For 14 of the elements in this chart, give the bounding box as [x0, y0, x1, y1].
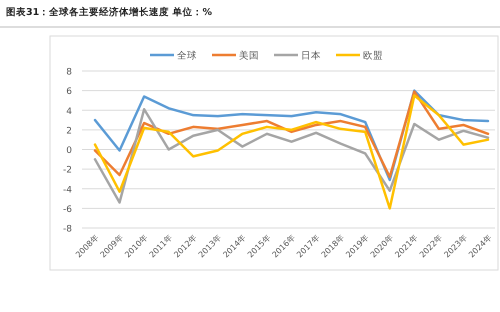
legend-label: 日本	[301, 50, 321, 62]
y-tick-label: 6	[66, 87, 72, 98]
y-tick-label: -8	[63, 224, 72, 234]
y-tick-label: -4	[63, 185, 72, 196]
y-tick-label: 4	[66, 106, 72, 117]
legend-label: 美国	[239, 50, 259, 62]
y-tick-label: -2	[63, 166, 72, 176]
y-tick-label: 2	[66, 126, 72, 136]
y-tick-label: 8	[66, 68, 72, 78]
title: 图表31：全球各主要经济体增长速度 单位：%	[6, 7, 212, 18]
y-tick-label: 0	[66, 146, 72, 156]
legend-label: 全球	[177, 50, 197, 62]
y-tick-label: -6	[63, 204, 72, 215]
legend-label: 欧盟	[363, 50, 383, 62]
